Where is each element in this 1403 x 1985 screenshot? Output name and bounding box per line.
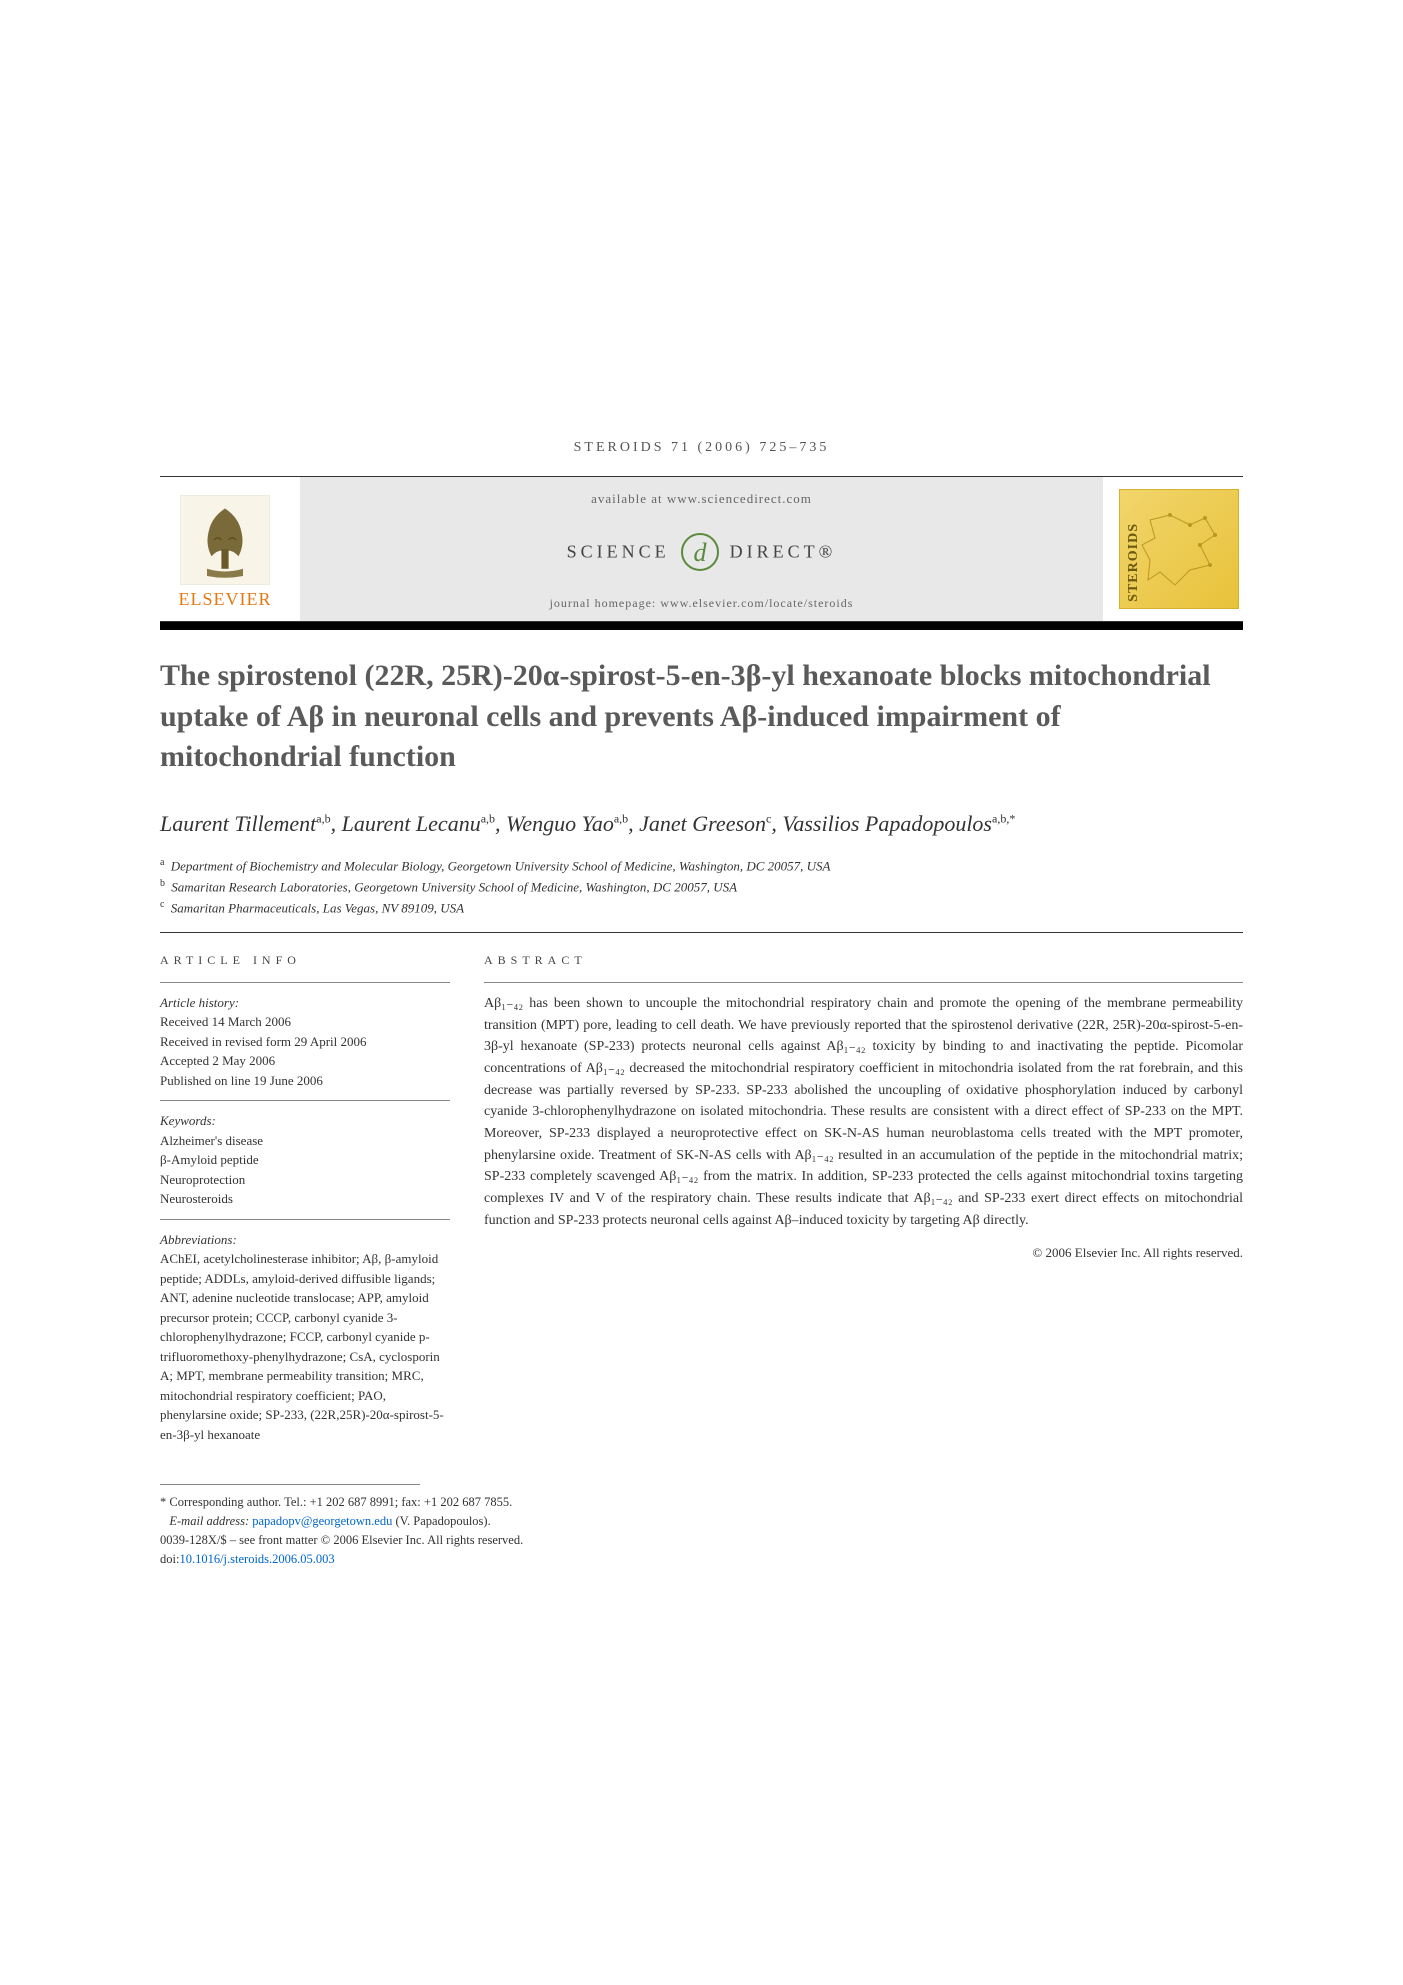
article-info-column: ARTICLE INFO Article history: Received 1… xyxy=(160,953,450,1445)
elsevier-wordmark: ELSEVIER xyxy=(160,589,290,610)
keyword: Neurosteroids xyxy=(160,1189,450,1209)
keyword: Neuroprotection xyxy=(160,1170,450,1190)
thin-rule xyxy=(484,982,1243,983)
affiliation-line: a Department of Biochemistry and Molecul… xyxy=(160,855,1243,876)
author-list: Laurent Tillementa,b, Laurent Lecanua,b,… xyxy=(160,808,1243,840)
history-block: Article history: Received 14 March 2006 … xyxy=(160,993,450,1091)
issn-line: 0039-128X/$ – see front matter © 2006 El… xyxy=(160,1531,1243,1550)
journal-homepage-line: journal homepage: www.elsevier.com/locat… xyxy=(300,596,1103,611)
abstract-heading: ABSTRACT xyxy=(484,953,1243,968)
available-at-line: available at www.sciencedirect.com xyxy=(300,491,1103,507)
sd-at-icon: d xyxy=(680,532,720,572)
history-line: Received in revised form 29 April 2006 xyxy=(160,1032,450,1052)
affiliations: a Department of Biochemistry and Molecul… xyxy=(160,855,1243,917)
center-band: available at www.sciencedirect.com SCIEN… xyxy=(300,477,1103,621)
sciencedirect-logo: SCIENCE d DIRECT® xyxy=(300,532,1103,572)
email-line: E-mail address: papadopv@georgetown.edu … xyxy=(160,1512,1243,1531)
doi-label: doi: xyxy=(160,1552,179,1566)
history-line: Received 14 March 2006 xyxy=(160,1012,450,1032)
svg-text:d: d xyxy=(693,538,707,567)
abbreviations-block: Abbreviations: AChEI, acetylcholinestera… xyxy=(160,1230,450,1445)
thick-black-rule xyxy=(160,622,1243,630)
abbreviations-label: Abbreviations: xyxy=(160,1230,450,1250)
running-head: steroids 71 (2006) 725–735 xyxy=(160,440,1243,456)
email-label: E-mail address: xyxy=(169,1514,249,1528)
cover-title-vertical: STEROIDS xyxy=(1126,523,1142,602)
keywords-label: Keywords: xyxy=(160,1111,450,1131)
history-label: Article history: xyxy=(160,993,450,1013)
elsevier-tree-icon xyxy=(180,495,270,585)
separator-rule xyxy=(160,932,1243,933)
article-title: The spirostenol (22R, 25R)-20α-spirost-5… xyxy=(160,656,1243,778)
thin-rule xyxy=(160,1100,450,1101)
page: steroids 71 (2006) 725–735 ELSEVIER avai… xyxy=(0,0,1403,1628)
thin-rule xyxy=(160,982,450,983)
thin-rule xyxy=(160,1219,450,1220)
sd-text-left: SCIENCE xyxy=(567,541,670,561)
header-band: ELSEVIER available at www.sciencedirect.… xyxy=(160,477,1243,622)
abbreviations-text: AChEI, acetylcholinesterase inhibitor; A… xyxy=(160,1249,450,1444)
two-column-body: ARTICLE INFO Article history: Received 1… xyxy=(160,953,1243,1445)
sd-text-right: DIRECT® xyxy=(730,541,837,561)
history-line: Published on line 19 June 2006 xyxy=(160,1071,450,1091)
article-info-heading: ARTICLE INFO xyxy=(160,953,450,968)
email-link[interactable]: papadopv@georgetown.edu xyxy=(252,1514,392,1528)
history-line: Accepted 2 May 2006 xyxy=(160,1051,450,1071)
journal-cover-block: STEROIDS xyxy=(1103,477,1243,621)
affiliation-line: c Samaritan Pharmaceuticals, Las Vegas, … xyxy=(160,897,1243,918)
abstract-column: ABSTRACT Aβ₁₋₄₂ has been shown to uncoup… xyxy=(484,953,1243,1445)
journal-cover-thumbnail: STEROIDS xyxy=(1119,489,1239,609)
keywords-block: Keywords: Alzheimer's disease β-Amyloid … xyxy=(160,1111,450,1209)
keyword: Alzheimer's disease xyxy=(160,1131,450,1151)
copyright-line: © 2006 Elsevier Inc. All rights reserved… xyxy=(484,1245,1243,1261)
corresponding-author: * Corresponding author. Tel.: +1 202 687… xyxy=(160,1493,1243,1512)
doi-line: doi:10.1016/j.steroids.2006.05.003 xyxy=(160,1550,1243,1569)
keyword: β-Amyloid peptide xyxy=(160,1150,450,1170)
footnotes: * Corresponding author. Tel.: +1 202 687… xyxy=(160,1493,1243,1568)
affiliation-line: b Samaritan Research Laboratories, Georg… xyxy=(160,876,1243,897)
elsevier-block: ELSEVIER xyxy=(160,477,300,621)
abstract-text: Aβ₁₋₄₂ has been shown to uncouple the mi… xyxy=(484,993,1243,1232)
footnote-rule xyxy=(160,1484,420,1485)
corresponding-text: * Corresponding author. Tel.: +1 202 687… xyxy=(160,1495,512,1509)
doi-link[interactable]: 10.1016/j.steroids.2006.05.003 xyxy=(179,1552,334,1566)
email-name: (V. Papadopoulos). xyxy=(395,1514,490,1528)
